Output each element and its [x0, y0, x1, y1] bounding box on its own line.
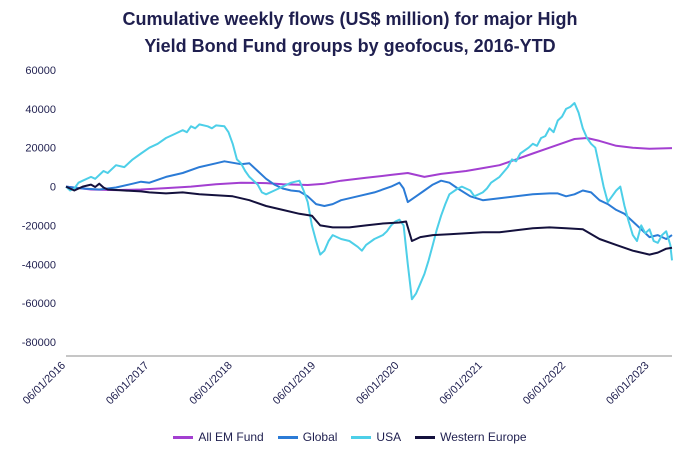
- chart-title-line2: Yield Bond Fund groups by geofocus, 2016…: [144, 36, 556, 56]
- x-tick-label: 06/01/2021: [437, 360, 484, 407]
- y-tick-label: 0: [50, 182, 56, 194]
- legend: All EM Fund Global USA Western Europe: [0, 430, 700, 444]
- series-line-western-europe: [65, 182, 673, 256]
- y-tick-label: 40000: [25, 104, 56, 116]
- legend-label: All EM Fund: [198, 430, 264, 444]
- y-tick-label: 20000: [25, 143, 56, 155]
- y-tick-label: -80000: [22, 337, 56, 349]
- x-tick-label: 06/01/2023: [604, 360, 651, 407]
- y-tick-label: -60000: [22, 298, 56, 310]
- legend-label: Global: [302, 430, 338, 444]
- y-tick-label: -20000: [22, 220, 56, 232]
- x-tick-label: 06/01/2022: [521, 360, 568, 407]
- legend-swatch: [277, 435, 298, 439]
- series-line-usa: [65, 102, 673, 301]
- legend-label: Western Europe: [440, 430, 527, 444]
- legend-swatch: [415, 435, 436, 439]
- legend-swatch: [351, 435, 372, 439]
- series-line-global: [65, 160, 673, 240]
- x-tick-label: 06/01/2016: [21, 360, 68, 407]
- legend-item: Western Europe: [415, 430, 527, 444]
- legend-item: Global: [277, 430, 338, 444]
- x-tick-label: 06/01/2018: [187, 360, 234, 407]
- series-line-all-em-fund: [65, 137, 673, 192]
- x-tick-label: 06/01/2019: [271, 360, 318, 407]
- legend-label: USA: [376, 430, 402, 444]
- legend-item: USA: [351, 430, 401, 444]
- chart-title: Cumulative weekly flows (US$ million) fo…: [0, 6, 700, 60]
- x-tick-label: 06/01/2017: [104, 360, 151, 407]
- chart-title-line1: Cumulative weekly flows (US$ million) fo…: [122, 9, 578, 29]
- legend-swatch: [173, 435, 194, 439]
- y-tick-label: -40000: [22, 259, 56, 271]
- x-tick-label: 06/01/2020: [354, 360, 401, 407]
- legend-item: All EM Fund: [173, 430, 264, 444]
- y-tick-label: 60000: [25, 65, 56, 77]
- line-chart: 60000 40000 20000 0 -20000 -40000 -60000 -80000…: [21, 65, 673, 407]
